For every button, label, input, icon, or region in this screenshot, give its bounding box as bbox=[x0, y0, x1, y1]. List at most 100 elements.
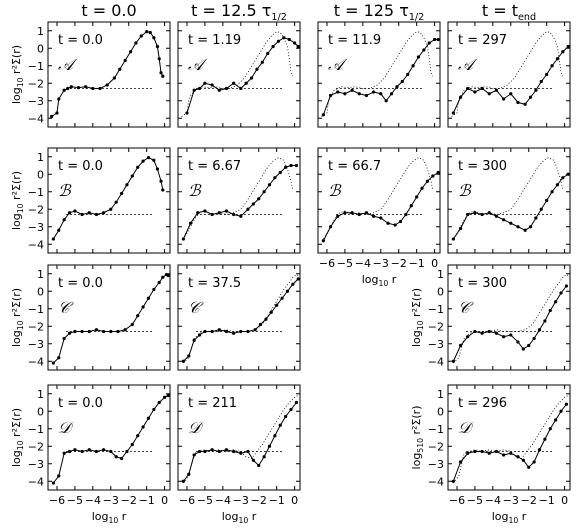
data-point bbox=[232, 212, 236, 217]
data-point bbox=[433, 37, 437, 42]
data-point bbox=[244, 81, 248, 85]
data-point bbox=[123, 58, 127, 63]
time-label: t = 211 bbox=[188, 396, 237, 411]
x-tick-label: −2 bbox=[121, 494, 137, 507]
profile-line bbox=[182, 165, 297, 240]
data-point bbox=[404, 212, 408, 217]
data-point bbox=[266, 51, 270, 56]
model-label: 𝒞 bbox=[458, 298, 474, 317]
data-point bbox=[379, 216, 383, 220]
data-point bbox=[239, 214, 243, 218]
data-point bbox=[157, 57, 161, 61]
data-point bbox=[141, 305, 145, 309]
x-tick-label: −3 bbox=[373, 257, 389, 270]
data-point bbox=[136, 434, 140, 438]
data-point bbox=[87, 211, 91, 215]
data-point bbox=[145, 30, 149, 34]
x-tick-label: −6 bbox=[319, 257, 335, 270]
data-point bbox=[321, 239, 325, 243]
data-point bbox=[141, 159, 145, 163]
data-point bbox=[287, 37, 291, 42]
x-tick-label: −2 bbox=[391, 257, 407, 270]
data-point bbox=[98, 86, 102, 91]
model-label: 𝒟 bbox=[58, 418, 74, 437]
data-point bbox=[62, 336, 66, 341]
data-point bbox=[210, 212, 214, 217]
data-point bbox=[136, 165, 140, 169]
data-point bbox=[451, 479, 455, 483]
x-tick-label: −1 bbox=[269, 494, 285, 507]
data-point bbox=[224, 209, 229, 213]
data-point bbox=[398, 219, 403, 224]
profile-line bbox=[322, 172, 439, 241]
data-point bbox=[51, 481, 55, 485]
y-axis-label: log10 r²Σ(r) bbox=[10, 171, 25, 230]
data-point bbox=[294, 400, 299, 405]
profile-line bbox=[182, 402, 297, 482]
panel-frame bbox=[177, 147, 301, 254]
data-point bbox=[67, 331, 72, 335]
data-point bbox=[246, 449, 250, 454]
profile-line bbox=[186, 37, 299, 114]
data-point bbox=[192, 338, 196, 342]
data-point bbox=[130, 174, 134, 178]
data-point bbox=[537, 448, 542, 452]
data-point bbox=[386, 221, 390, 225]
data-point bbox=[521, 347, 525, 351]
data-point bbox=[114, 455, 118, 459]
panel-frame bbox=[447, 264, 571, 371]
data-point bbox=[487, 211, 491, 215]
data-point bbox=[255, 67, 259, 71]
data-point bbox=[112, 76, 116, 80]
data-point bbox=[181, 237, 185, 241]
data-point bbox=[473, 449, 477, 454]
data-point bbox=[271, 44, 275, 49]
y-tick-label: 0 bbox=[437, 405, 444, 418]
data-point bbox=[487, 451, 491, 455]
data-point bbox=[217, 211, 221, 215]
data-point bbox=[379, 92, 383, 96]
data-point bbox=[196, 211, 200, 215]
data-point bbox=[197, 333, 202, 337]
data-point bbox=[161, 74, 165, 78]
x-axis-label: log10 r bbox=[222, 510, 257, 525]
data-point bbox=[357, 92, 361, 96]
data-point bbox=[166, 273, 170, 278]
y-tick-label: −1 bbox=[28, 60, 44, 73]
x-tick-label: −1 bbox=[409, 257, 425, 270]
data-point bbox=[80, 329, 84, 334]
data-point bbox=[232, 81, 236, 85]
data-point bbox=[357, 212, 361, 217]
data-point bbox=[125, 449, 129, 454]
data-point bbox=[282, 36, 286, 40]
data-point bbox=[119, 456, 124, 461]
x-tick-label: −4 bbox=[485, 494, 501, 507]
data-point bbox=[532, 460, 536, 464]
data-point bbox=[187, 472, 191, 476]
data-point bbox=[105, 83, 109, 87]
y-tick-label: −3 bbox=[428, 458, 444, 471]
data-point bbox=[267, 183, 272, 187]
panel-frame bbox=[177, 21, 301, 128]
data-point bbox=[473, 329, 477, 334]
data-point bbox=[91, 86, 95, 91]
data-point bbox=[523, 102, 527, 106]
data-point bbox=[157, 400, 161, 405]
data-point bbox=[289, 163, 293, 168]
data-point bbox=[102, 211, 106, 215]
y-tick-label: −4 bbox=[28, 238, 44, 251]
data-point bbox=[554, 300, 558, 304]
data-point bbox=[564, 402, 569, 406]
x-tick-label: −3 bbox=[503, 494, 519, 507]
data-point bbox=[275, 303, 279, 307]
model-label: ℬ bbox=[328, 181, 342, 200]
panel: t = 297 𝒜 bbox=[447, 21, 571, 128]
y-tick-label: 0 bbox=[37, 405, 44, 418]
data-point bbox=[76, 86, 81, 90]
x-tick-label: −6 bbox=[49, 494, 65, 507]
data-point bbox=[494, 214, 499, 218]
data-point bbox=[73, 209, 77, 213]
model-label: 𝒜 bbox=[458, 55, 478, 74]
x-tick-label: 0 bbox=[291, 494, 298, 507]
